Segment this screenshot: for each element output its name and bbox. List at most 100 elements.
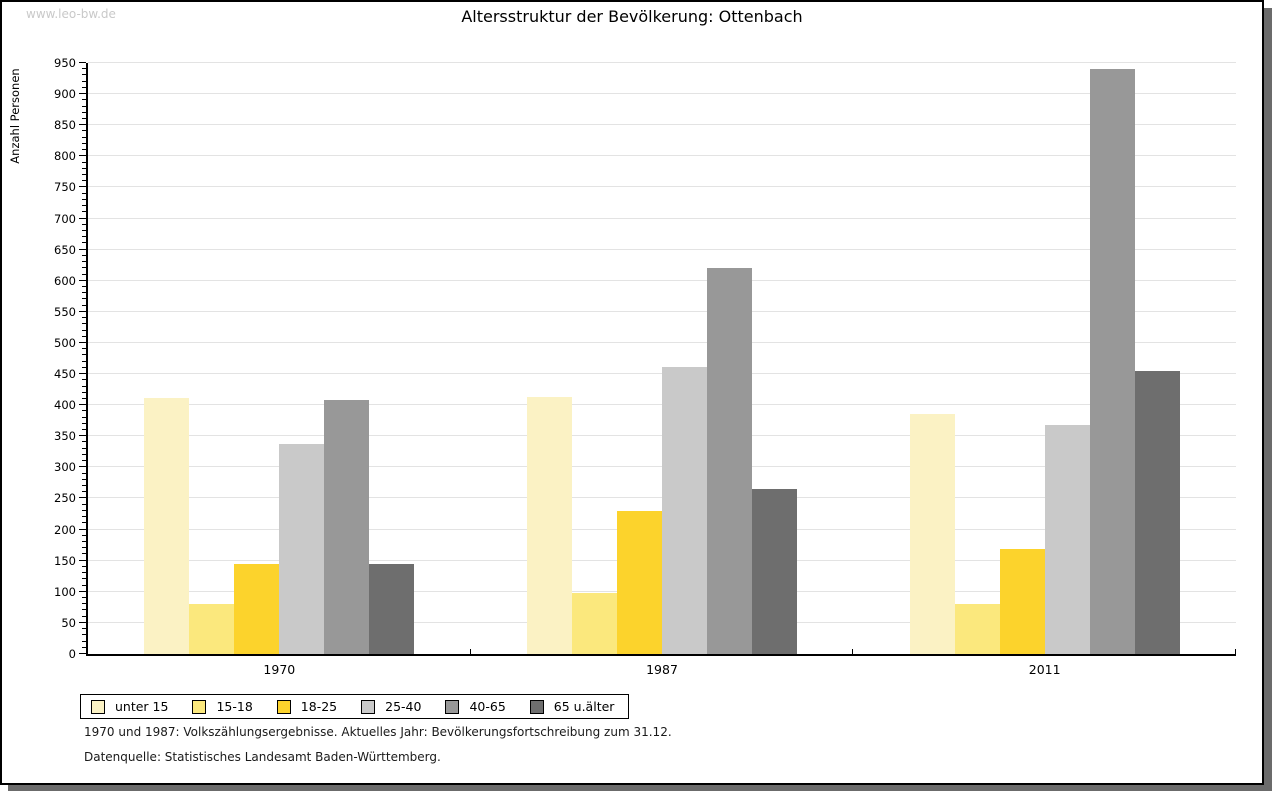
y-minor-tick-240 [82, 503, 86, 505]
y-minor-tick-140 [82, 565, 86, 567]
y-tick-label-250: 250 [54, 491, 76, 506]
y-minor-tick-430 [82, 385, 86, 387]
bar-1970-18-25 [234, 564, 279, 654]
y-minor-tick-410 [82, 397, 86, 399]
y-minor-tick-820 [82, 142, 86, 144]
y-minor-tick-670 [82, 236, 86, 238]
gridline-700 [88, 217, 1236, 219]
y-major-tick-50 [79, 621, 86, 623]
bar-1987-15-18 [572, 593, 617, 654]
y-minor-tick-160 [82, 553, 86, 555]
y-minor-tick-860 [82, 118, 86, 119]
bar-2011-25-40 [1045, 425, 1090, 654]
y-minor-tick-640 [82, 254, 86, 256]
bar-1987-unter 15 [527, 397, 572, 654]
y-minor-tick-530 [82, 323, 86, 325]
y-minor-tick-580 [82, 292, 86, 294]
y-tick-label-100: 100 [54, 584, 76, 599]
y-minor-tick-290 [82, 472, 86, 474]
y-minor-tick-120 [82, 578, 86, 580]
y-tick-label-950: 950 [54, 56, 76, 70]
y-minor-tick-280 [82, 478, 86, 480]
y-minor-tick-470 [82, 360, 86, 362]
y-minor-tick-910 [82, 86, 86, 88]
footnote-data-source: Datenquelle: Statistisches Landesamt Bad… [84, 750, 441, 764]
gridline-650 [88, 248, 1236, 250]
y-minor-tick-90 [82, 597, 86, 599]
y-minor-tick-380 [82, 416, 86, 418]
legend-label-25-40: 25-40 [385, 699, 422, 714]
y-tick-label-650: 650 [54, 242, 76, 257]
y-minor-tick-740 [82, 192, 86, 194]
y-tick-label-200: 200 [54, 522, 76, 537]
gridline-900 [88, 93, 1236, 95]
watermark: www.leo-bw.de [26, 7, 116, 21]
y-minor-tick-660 [82, 242, 86, 244]
y-minor-tick-110 [82, 584, 86, 586]
y-minor-tick-890 [82, 99, 86, 101]
y-minor-tick-420 [82, 391, 86, 393]
y-minor-tick-340 [82, 441, 86, 443]
y-major-tick-0 [79, 653, 86, 654]
y-tick-label-150: 150 [54, 553, 76, 568]
y-major-tick-300 [79, 466, 86, 468]
legend-swatch-18-25 [276, 699, 291, 714]
y-major-tick-150 [79, 559, 86, 561]
legend-item-18-25: 18-25 [276, 699, 337, 714]
legend-swatch-15-18 [192, 699, 207, 714]
y-major-tick-200 [79, 528, 86, 530]
legend-label-15-18: 15-18 [216, 699, 253, 714]
y-minor-tick-810 [82, 149, 86, 151]
gridline-950 [88, 62, 1236, 63]
y-minor-tick-230 [82, 509, 86, 511]
y-minor-tick-60 [82, 615, 86, 617]
legend-swatch-40-65 [445, 699, 460, 714]
y-minor-tick-80 [82, 603, 86, 605]
x-category-label-1987: 1987 [646, 662, 678, 677]
bar-1987-25-40 [662, 367, 707, 654]
y-tick-label-350: 350 [54, 429, 76, 444]
y-minor-tick-920 [82, 80, 86, 82]
y-minor-tick-370 [82, 422, 86, 424]
y-minor-tick-170 [82, 547, 86, 549]
y-major-tick-750 [79, 186, 86, 188]
y-tick-label-800: 800 [54, 149, 76, 164]
y-minor-tick-30 [82, 634, 86, 636]
y-major-tick-700 [79, 217, 86, 219]
y-minor-tick-880 [82, 105, 86, 107]
x-category-label-2011: 2011 [1028, 662, 1061, 677]
y-minor-tick-620 [82, 267, 86, 269]
y-minor-tick-680 [82, 229, 86, 231]
y-tick-label-550: 550 [54, 304, 76, 319]
y-minor-tick-560 [82, 304, 86, 306]
gridline-500 [88, 341, 1236, 343]
legend-item-25-40: 25-40 [361, 699, 421, 714]
y-tick-label-0: 0 [68, 647, 76, 661]
y-minor-tick-710 [82, 211, 86, 213]
legend: unter 15 15-18 18-25 25-40 40-65 65 u.älter [80, 694, 630, 719]
y-major-tick-100 [79, 590, 86, 592]
y-minor-tick-310 [82, 460, 86, 462]
y-tick-label-600: 600 [54, 273, 76, 288]
bar-1970-unter 15 [144, 398, 189, 654]
legend-item-40-65: 40-65 [445, 699, 506, 714]
x-category-label-1970: 1970 [263, 662, 296, 677]
bar-1987-65 u.älter [752, 489, 797, 654]
y-minor-tick-630 [82, 261, 86, 263]
y-minor-tick-790 [82, 161, 86, 163]
y-minor-tick-930 [82, 74, 86, 76]
y-minor-tick-190 [82, 534, 86, 536]
chart-title: Altersstruktur der Bevölkerung: Ottenbac… [461, 7, 803, 26]
y-minor-tick-760 [82, 180, 86, 182]
y-axis-label: Anzahl Personen [8, 68, 22, 164]
y-major-tick-600 [79, 279, 86, 281]
y-minor-tick-260 [82, 491, 86, 493]
x-boundary-tick-2 [852, 649, 853, 654]
bar-2011-18-25 [1000, 549, 1045, 654]
y-minor-tick-540 [82, 317, 86, 319]
y-minor-tick-390 [82, 410, 86, 412]
y-minor-tick-40 [82, 628, 86, 630]
y-minor-tick-830 [82, 136, 86, 138]
bar-1987-40-65 [707, 268, 752, 654]
